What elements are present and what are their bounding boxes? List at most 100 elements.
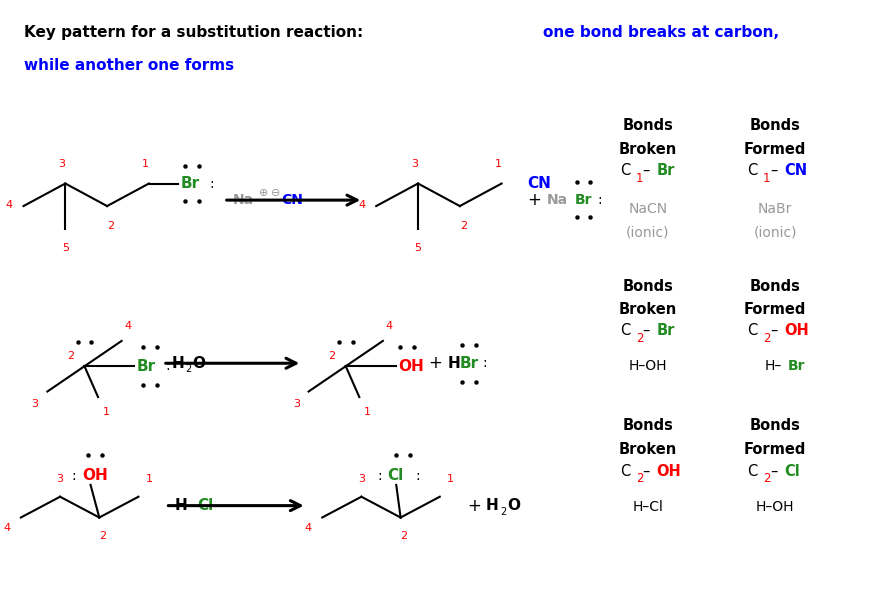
Text: 4: 4 [358,200,365,210]
Text: 1: 1 [102,406,109,417]
Text: –: – [770,163,777,178]
Text: –: – [642,163,650,178]
Text: OH: OH [656,464,682,479]
Text: ⊖: ⊖ [271,188,281,198]
Text: ⊕: ⊕ [259,188,268,198]
Text: H–Cl: H–Cl [633,500,663,514]
Text: 1: 1 [142,159,149,169]
Text: CN: CN [281,193,303,207]
Text: 3: 3 [57,474,64,484]
Text: 2: 2 [328,352,336,362]
Text: Br: Br [137,359,156,374]
Text: Formed: Formed [744,442,806,457]
Text: H: H [171,356,184,371]
Text: 3: 3 [31,399,38,409]
Text: 2: 2 [67,352,74,362]
Text: Broken: Broken [619,142,677,157]
Text: H–: H– [765,359,782,373]
Text: 4: 4 [3,523,10,533]
Text: Bonds: Bonds [622,119,673,134]
Text: Cl: Cl [387,468,404,483]
Text: Bonds: Bonds [622,418,673,433]
Text: H: H [447,356,461,371]
Text: 1: 1 [495,159,502,169]
Text: –: – [770,464,777,479]
Text: 2: 2 [400,530,407,541]
Text: Bonds: Bonds [750,119,801,134]
Text: O: O [507,498,520,513]
Text: 2: 2 [635,332,643,345]
Text: CN: CN [527,176,551,191]
Text: OH: OH [82,468,108,483]
Text: 2: 2 [500,507,506,517]
Text: :: : [598,193,602,207]
Text: Formed: Formed [744,302,806,317]
Text: 4: 4 [305,523,312,533]
Text: 2: 2 [99,530,107,541]
Text: :: : [72,469,76,483]
Text: +: + [467,496,481,514]
Text: Bonds: Bonds [622,279,673,294]
Text: CN: CN [784,163,807,178]
Text: :: : [482,356,487,370]
Text: Na: Na [232,193,253,207]
Text: (ionic): (ionic) [626,226,669,240]
Text: Formed: Formed [744,142,806,157]
Text: 1: 1 [447,474,454,484]
Text: OH: OH [784,323,808,338]
Text: 2: 2 [460,221,467,231]
Text: 4: 4 [124,321,131,331]
Text: :: : [166,359,170,373]
Text: O: O [192,356,205,371]
Text: 1: 1 [364,406,371,417]
Text: Br: Br [181,176,200,191]
Text: 2: 2 [635,473,643,485]
Text: Bonds: Bonds [750,279,801,294]
Text: –: – [642,323,650,338]
Text: C: C [747,163,758,178]
Text: :: : [377,469,382,483]
Text: NaBr: NaBr [758,202,792,216]
Text: C: C [620,163,630,178]
Text: +: + [428,354,442,372]
Text: Br: Br [460,356,479,371]
Text: Cl: Cl [197,498,213,513]
Text: Cl: Cl [784,464,800,479]
Text: :: : [415,469,420,483]
Text: –: – [642,464,650,479]
Text: H–OH: H–OH [756,500,794,514]
Text: Key pattern for a substitution reaction:: Key pattern for a substitution reaction: [24,25,368,40]
Text: 3: 3 [411,159,418,169]
Text: H: H [486,498,499,513]
Text: (ionic): (ionic) [753,226,797,240]
Text: Na: Na [547,193,568,207]
Text: Br: Br [575,193,593,207]
Text: :: : [210,176,214,191]
Text: 1: 1 [635,172,643,185]
Text: 5: 5 [414,243,421,253]
Text: H–: H– [174,498,195,513]
Text: one bond breaks at carbon,: one bond breaks at carbon, [544,25,780,40]
Text: 2: 2 [763,473,770,485]
Text: 2: 2 [107,221,114,231]
Text: +: + [528,191,542,209]
Text: 2: 2 [185,364,191,374]
Text: C: C [620,323,630,338]
Text: Br: Br [787,359,805,373]
Text: C: C [747,464,758,479]
Text: 3: 3 [293,399,300,409]
Text: Br: Br [656,323,675,338]
Text: C: C [620,464,630,479]
Text: 4: 4 [385,321,392,331]
Text: OH: OH [399,359,424,374]
Text: Bonds: Bonds [750,418,801,433]
Text: 5: 5 [62,243,69,253]
Text: 1: 1 [145,474,152,484]
Text: 2: 2 [763,332,770,345]
Text: 3: 3 [358,474,365,484]
Text: while another one forms: while another one forms [24,58,233,73]
Text: H–OH: H–OH [628,359,667,373]
Text: Broken: Broken [619,442,677,457]
Text: 3: 3 [59,159,66,169]
Text: Br: Br [656,163,675,178]
